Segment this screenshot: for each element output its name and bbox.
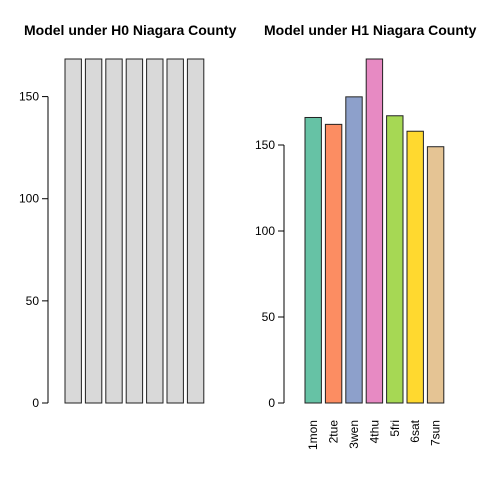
bar-6sat <box>166 58 184 404</box>
bar-7sun <box>426 146 445 404</box>
chart-title: Model under H1 Niagara County <box>264 22 477 38</box>
x-tick-label-2tue: 2tue <box>327 420 341 444</box>
y-tick-label: 100 <box>255 224 275 238</box>
chart-h1: Model under H1 Niagara County 050100150 … <box>255 22 477 450</box>
y-tick-label: 0 <box>32 396 39 410</box>
bar-2tue <box>324 123 343 404</box>
y-tick-label: 50 <box>26 294 40 308</box>
chart-h0: Model under H0 Niagara County 0 50 100 150 <box>19 22 237 410</box>
x-tick-label-1mon: 1mon <box>306 420 320 450</box>
x-tick-label-5fri: 5fri <box>388 420 402 437</box>
bar-group <box>64 58 205 404</box>
x-tick-label-4thu: 4thu <box>367 420 381 443</box>
y-tick-label: 0 <box>268 396 275 410</box>
bar-1mon <box>64 58 82 404</box>
y-axis: 0 50 100 150 <box>255 138 285 410</box>
y-axis: 0 50 100 150 <box>19 90 49 410</box>
bar-group <box>304 58 445 404</box>
y-tick-label: 100 <box>19 192 39 206</box>
bar-1mon <box>304 116 322 404</box>
bar-5fri <box>146 58 164 404</box>
chart-title: Model under H0 Niagara County <box>24 22 237 38</box>
y-tick-label: 150 <box>255 138 275 152</box>
y-tick-label: 150 <box>19 90 39 104</box>
bar-6sat <box>406 130 424 404</box>
bar-7sun <box>186 58 205 404</box>
bar-4thu <box>365 58 384 404</box>
bar-3wen <box>105 58 123 404</box>
y-tick-label: 50 <box>262 310 276 324</box>
x-tick-labels: 1mon 2tue 3wen 4thu 5fri 6sat 7sun <box>306 419 442 450</box>
x-tick-label-7sun: 7sun <box>429 420 443 446</box>
bar-5fri <box>386 115 404 404</box>
bar-2tue <box>84 58 103 404</box>
bar-4thu <box>125 58 144 404</box>
x-tick-label-6sat: 6sat <box>408 419 422 442</box>
bar-3wen <box>345 96 363 404</box>
x-tick-label-3wen: 3wen <box>347 420 361 449</box>
